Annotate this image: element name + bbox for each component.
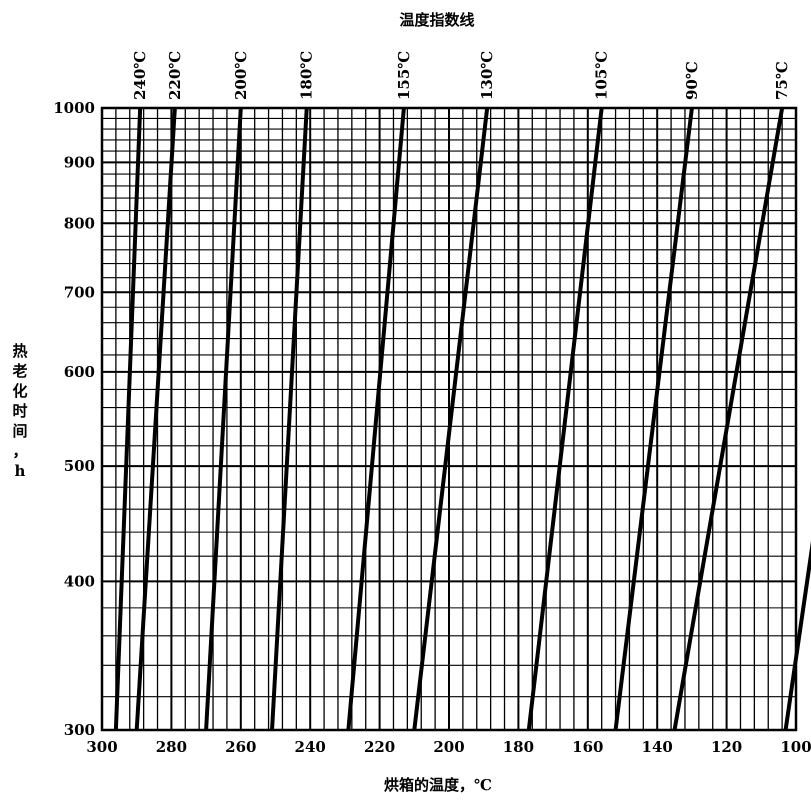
series-line xyxy=(783,540,811,731)
x-tick-label: 220 xyxy=(364,738,395,756)
y-tick-label: 900 xyxy=(64,153,95,171)
series-label: 75℃ xyxy=(773,61,791,100)
series-line xyxy=(613,107,694,731)
x-tick-label: 280 xyxy=(156,738,187,756)
x-tick-label: 120 xyxy=(711,738,742,756)
series-line xyxy=(270,107,309,731)
y-tick-label: 1000 xyxy=(53,99,95,117)
y-axis-label-char: 热 xyxy=(12,342,27,360)
series-line xyxy=(113,107,143,731)
series-label: 240℃ xyxy=(131,51,149,100)
y-tick-label: 800 xyxy=(64,214,95,232)
series-lines xyxy=(113,107,811,731)
x-tick-label: 160 xyxy=(572,738,603,756)
x-tick-label: 260 xyxy=(225,738,256,756)
y-tick-labels: 300 400 500 600 700 800 900 1000 xyxy=(53,99,95,739)
series-label: 130℃ xyxy=(478,51,496,100)
x-tick-label: 300 xyxy=(86,738,117,756)
x-tick-label: 180 xyxy=(503,738,534,756)
series-label: 180℃ xyxy=(298,51,316,100)
y-tick-label: 700 xyxy=(64,283,95,301)
y-axis-label-char: ， xyxy=(12,442,27,460)
series-label: 220℃ xyxy=(166,51,184,100)
x-axis-label: 烘箱的温度，℃ xyxy=(384,776,492,794)
y-axis-label-char: 时 xyxy=(12,402,27,420)
y-axis-label-char: 化 xyxy=(12,382,27,400)
y-tick-label: 300 xyxy=(64,721,95,739)
series-label: 155℃ xyxy=(395,51,413,100)
series-line xyxy=(204,107,243,731)
y-tick-label: 600 xyxy=(64,363,95,381)
x-tick-label: 140 xyxy=(642,738,673,756)
series-label: 105℃ xyxy=(593,51,611,100)
x-tick-label: 200 xyxy=(433,738,464,756)
y-tick-label: 500 xyxy=(64,457,95,475)
y-tick-label: 400 xyxy=(64,572,95,590)
series-line xyxy=(526,107,604,731)
series-line xyxy=(412,107,490,731)
series-line xyxy=(672,107,785,731)
y-axis-label-char: h xyxy=(15,462,26,480)
x-tick-label: 240 xyxy=(295,738,326,756)
series-line xyxy=(346,107,406,731)
series-line xyxy=(134,107,177,731)
y-axis-label-char: 老 xyxy=(11,362,27,380)
y-axis-label-char: 间 xyxy=(12,422,27,440)
chart-title: 温度指数线 xyxy=(399,11,474,29)
plot-frame xyxy=(100,106,798,732)
series-label: 90℃ xyxy=(683,61,701,100)
x-tick-label: 100 xyxy=(780,738,811,756)
x-tick-labels: 300 280 260 240 220 200 180 160 140 120 100 xyxy=(86,738,811,756)
series-label: 200℃ xyxy=(232,51,250,100)
